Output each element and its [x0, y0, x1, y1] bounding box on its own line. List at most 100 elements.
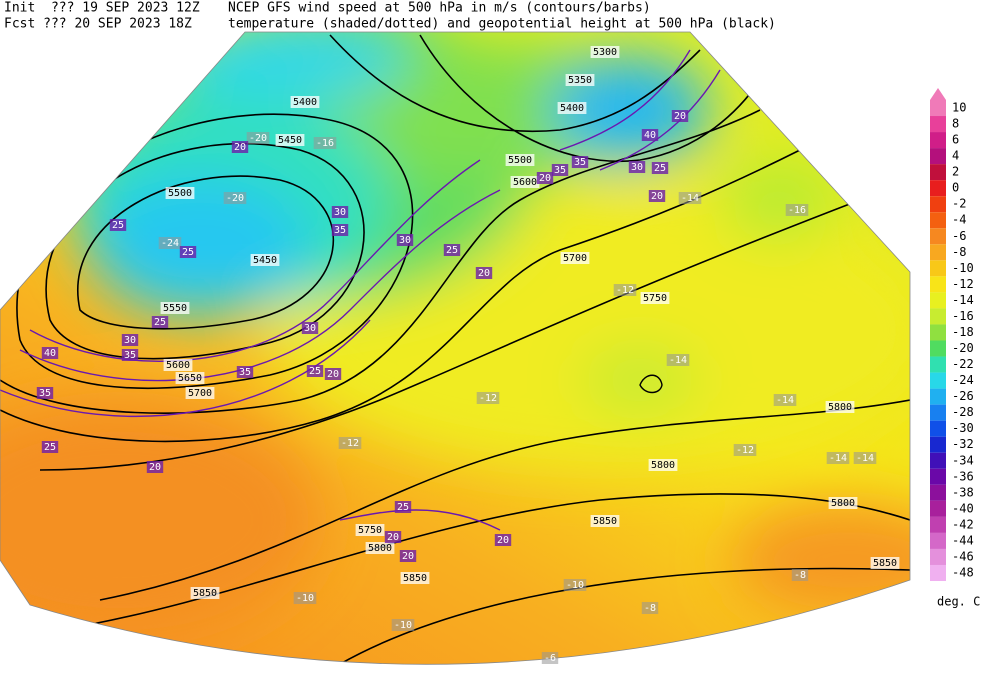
colorbar-label: -2	[952, 197, 966, 211]
wind-label-bg	[651, 162, 669, 174]
height-label: 5450	[253, 255, 277, 266]
wind-label: 35	[39, 388, 51, 399]
height-label-bg	[565, 74, 595, 86]
wind-label: 25	[309, 366, 321, 377]
wind-label: 25	[44, 442, 56, 453]
wind-label-bg	[536, 172, 554, 184]
wind-label-bg	[231, 141, 249, 153]
wind-label-bg	[146, 461, 164, 473]
height-label: 5850	[873, 558, 897, 569]
height-label-bg	[290, 96, 320, 108]
wind-label: 25	[112, 220, 124, 231]
colorbar-swatch	[930, 292, 946, 309]
temperature-label-bg	[158, 237, 182, 249]
wind-label-bg	[384, 531, 402, 543]
colorbar-swatch	[930, 132, 946, 149]
height-label-bg	[163, 359, 193, 371]
wind-label-bg	[671, 110, 689, 122]
colorbar-swatch	[930, 484, 946, 501]
height-label-bg	[557, 102, 587, 114]
wind-label: 25	[154, 317, 166, 328]
wind-label: 35	[124, 350, 136, 361]
temperature-label: -20	[226, 193, 244, 204]
wind-label-bg	[641, 129, 659, 141]
wind-label: 35	[574, 157, 586, 168]
height-label: 5850	[403, 573, 427, 584]
colorbar-label: -6	[952, 229, 966, 243]
colorbar-swatch	[930, 260, 946, 277]
height-label-bg	[648, 459, 678, 471]
wind-label: 30	[304, 323, 316, 334]
wind-label-bg	[41, 347, 59, 359]
wind-label: 25	[182, 247, 194, 258]
init-time: Init ??? 19 SEP 2023 12Z	[4, 1, 200, 16]
colorbar-swatch	[930, 420, 946, 437]
height-label-bg	[870, 557, 900, 569]
temperature-label-bg	[391, 619, 415, 631]
wind-label: 25	[397, 502, 409, 513]
colorbar-swatch	[930, 436, 946, 453]
wind-label: 30	[334, 207, 346, 218]
height-label: 5850	[593, 516, 617, 527]
height-label: 5500	[508, 155, 532, 166]
colorbar-swatch	[930, 532, 946, 549]
colorbar-label: -12	[952, 277, 974, 291]
height-label-bg	[640, 292, 670, 304]
temperature-label: -12	[341, 438, 359, 449]
wind-label: 20	[539, 173, 551, 184]
wind-label-bg	[121, 349, 139, 361]
height-label: 5400	[293, 97, 317, 108]
temperature-label: -10	[296, 593, 314, 604]
wind-label-bg	[41, 441, 59, 453]
wind-label: 20	[234, 142, 246, 153]
temperature-label-bg	[246, 132, 270, 144]
wind-label: 20	[651, 191, 663, 202]
colorbar-swatch	[930, 356, 946, 373]
wind-label: 30	[124, 335, 136, 346]
height-label-bg	[510, 176, 540, 188]
height-label-bg	[185, 387, 215, 399]
colorbar-label: -4	[952, 213, 966, 227]
temperature-label-bg	[826, 452, 850, 464]
temperature-field	[0, 32, 910, 640]
forecast-time: Fcst ??? 20 SEP 2023 18Z	[4, 17, 192, 32]
temperature-label-bg	[541, 652, 559, 664]
colorbar-swatch	[930, 228, 946, 245]
colorbar-label: 0	[952, 181, 959, 195]
colorbar-label: -46	[952, 549, 974, 563]
height-label: 5800	[831, 498, 855, 509]
colorbar-label: -42	[952, 517, 974, 531]
height-label-bg	[400, 572, 430, 584]
wind-label: 35	[239, 367, 251, 378]
temperature-label: -14	[829, 453, 847, 464]
colorbar-swatch	[930, 276, 946, 293]
wind-label-bg	[109, 219, 127, 231]
wind-label-bg	[36, 387, 54, 399]
colorbar-swatch	[930, 99, 946, 117]
temperature-label-bg	[613, 284, 637, 296]
height-label: 5750	[358, 525, 382, 536]
temperature-label: -8	[644, 603, 656, 614]
colorbar-swatch	[930, 196, 946, 213]
colorbar-arrow	[930, 87, 946, 100]
height-label: 5750	[643, 293, 667, 304]
temperature-label: -12	[616, 285, 634, 296]
temperature-label: -8	[794, 570, 806, 581]
wind-label: 30	[631, 162, 643, 173]
wind-label: 20	[674, 111, 686, 122]
map-labels: 5300 5350 5400 5400 5450 5500 5500 5600 5450 5550…	[36, 46, 900, 664]
height-label: 5550	[163, 303, 187, 314]
colorbar-label: 2	[952, 165, 959, 179]
colorbar-label: -16	[952, 309, 974, 323]
wind-label-bg	[475, 267, 493, 279]
title-line-1: NCEP GFS wind speed at 500 hPa in m/s (c…	[228, 1, 651, 16]
wind-label-bg	[306, 365, 324, 377]
colorbar-swatch	[930, 404, 946, 421]
wind-label-bg	[301, 322, 319, 334]
wind-label-bg	[394, 501, 412, 513]
colorbar-swatch	[930, 212, 946, 229]
height-label: 5400	[560, 103, 584, 114]
colorbar-swatch	[930, 340, 946, 357]
